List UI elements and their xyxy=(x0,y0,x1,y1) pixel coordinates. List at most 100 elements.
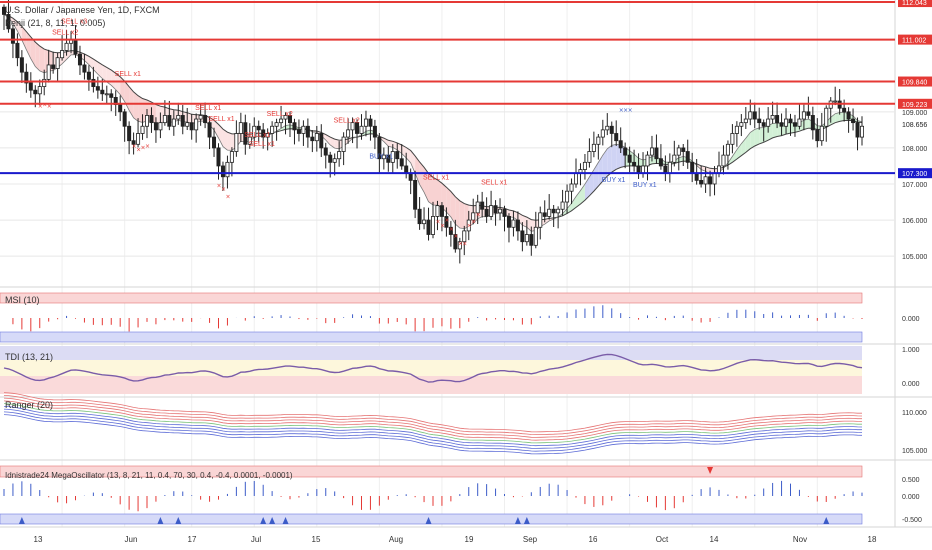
time-tick-label: 19 xyxy=(465,535,474,544)
candle xyxy=(529,226,534,256)
candle xyxy=(332,153,337,176)
candle xyxy=(274,118,279,141)
candle xyxy=(19,50,24,83)
price-level-line[interactable]: 112.043 xyxy=(0,0,932,8)
candle xyxy=(569,178,574,205)
signal-cross-marker: × xyxy=(628,107,633,114)
msi-title: MSI (10) xyxy=(5,295,40,305)
candle xyxy=(792,114,797,137)
price-level-line[interactable]: 109.840 xyxy=(0,76,932,87)
candle xyxy=(55,52,60,82)
candle xyxy=(506,213,511,243)
candle xyxy=(171,110,176,136)
mega-oscillator-pane: Idnistrade24 MegaOscillator (13, 8, 21, … xyxy=(0,465,922,525)
price-level-line[interactable]: 109.223 xyxy=(0,98,932,109)
candle xyxy=(632,149,637,172)
price-level-line[interactable]: 111.002 xyxy=(0,34,932,45)
sell-marker xyxy=(707,467,714,474)
candle xyxy=(109,89,114,112)
tdi-title: TDI (13, 21) xyxy=(5,352,53,362)
signal-cross-marker: × xyxy=(435,219,440,226)
candle xyxy=(198,103,203,126)
time-tick-label: 18 xyxy=(868,535,877,544)
candle xyxy=(346,118,351,144)
candle xyxy=(493,200,498,226)
candle xyxy=(524,220,529,246)
candle xyxy=(350,117,355,144)
candle xyxy=(730,124,735,154)
candle xyxy=(386,146,391,172)
candle xyxy=(466,210,471,241)
signal-label: BUY x1 xyxy=(602,177,626,184)
candle xyxy=(784,108,789,134)
price-level-label: 109.223 xyxy=(902,102,927,109)
candle xyxy=(220,161,225,191)
mega-tick: -0.500 xyxy=(902,517,922,524)
ranger-pane: Ranger (20) 110.000 105.000 xyxy=(3,392,927,455)
signal-cross-marker: × xyxy=(462,240,467,247)
signal-cross-marker: × xyxy=(47,103,52,110)
candle xyxy=(252,117,257,147)
msi-pane: MSI (10) 0.000 xyxy=(0,292,920,343)
current-price-label: 108.656 xyxy=(902,122,927,129)
candle xyxy=(144,108,149,139)
candle xyxy=(538,206,543,240)
time-tick-label: Aug xyxy=(389,535,403,544)
buy-marker xyxy=(269,517,276,524)
signal-label: SELL x1 xyxy=(115,71,141,78)
candle xyxy=(413,170,418,219)
candle xyxy=(453,219,458,253)
candle xyxy=(645,151,650,181)
signal-label: SELL x1 xyxy=(195,105,221,112)
candle xyxy=(185,107,190,130)
buy-marker xyxy=(425,517,432,524)
buy-marker xyxy=(523,517,530,524)
candle xyxy=(721,145,726,175)
candle xyxy=(761,119,766,142)
price-level-line[interactable]: 107.300 xyxy=(0,168,932,179)
candle xyxy=(310,130,315,153)
signal-label: SELL x1 xyxy=(244,132,270,139)
buy-marker xyxy=(514,517,521,524)
candle xyxy=(104,85,109,105)
ranger-title: Ranger (20) xyxy=(5,400,53,410)
candle xyxy=(395,143,400,169)
candle xyxy=(381,147,386,170)
candle xyxy=(153,117,158,143)
buy-marker xyxy=(157,517,164,524)
candle xyxy=(270,121,275,147)
candle xyxy=(167,100,172,131)
candle xyxy=(136,118,141,148)
candle xyxy=(247,123,252,149)
candle xyxy=(229,147,234,177)
time-tick-label: Nov xyxy=(793,535,807,544)
time-tick-label: 15 xyxy=(312,535,321,544)
candle xyxy=(422,207,427,230)
candle xyxy=(10,25,15,59)
candle xyxy=(341,132,346,166)
signal-label: SELL x1 xyxy=(209,116,235,123)
candle xyxy=(591,131,596,158)
price-level-label: 109.840 xyxy=(902,80,927,87)
mega-title: Idnistrade24 MegaOscillator (13, 8, 21, … xyxy=(5,471,293,480)
mega-oscillator-markers xyxy=(18,467,830,524)
candle xyxy=(489,190,494,221)
candle xyxy=(846,107,851,133)
candle xyxy=(127,121,132,155)
price-tick-label: 105.000 xyxy=(902,254,927,261)
candle xyxy=(475,194,480,225)
candle xyxy=(600,119,605,146)
candle xyxy=(305,118,310,148)
candle xyxy=(158,112,163,139)
candle xyxy=(757,107,762,130)
msi-tick: 0.000 xyxy=(902,316,920,323)
candle xyxy=(605,113,610,136)
candles xyxy=(2,0,865,264)
signal-cross-marker: × xyxy=(458,240,463,247)
candle xyxy=(739,114,744,137)
candle xyxy=(131,132,136,155)
candle xyxy=(225,155,230,189)
candle xyxy=(685,139,690,169)
candle xyxy=(46,49,51,83)
